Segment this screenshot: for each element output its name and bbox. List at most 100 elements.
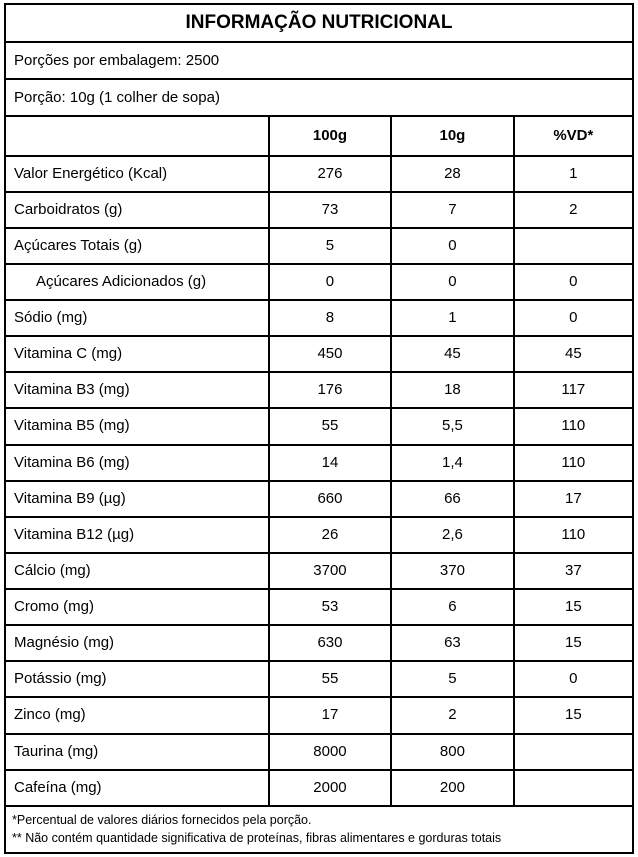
value-100g: 73 (267, 190, 393, 229)
nutrient-label: Vitamina B6 (mg) (4, 443, 270, 482)
nutrient-label: Cafeína (mg) (4, 768, 270, 807)
nutrient-label: Magnésio (mg) (4, 624, 270, 663)
value-100g: 450 (267, 335, 393, 374)
nutrient-label: Açúcares Totais (g) (4, 226, 270, 265)
value-vd: 45 (512, 335, 635, 374)
value-100g: 5 (267, 226, 393, 265)
value-vd: 15 (512, 624, 635, 663)
table-row-cromo: Cromo (mg) 53 6 15 (4, 587, 635, 627)
footnote-percent-daily-values: *Percentual de valores diários fornecido… (12, 812, 312, 827)
value-vd: 110 (512, 443, 635, 482)
value-vd (512, 732, 635, 771)
value-100g: 630 (267, 624, 393, 663)
value-10g: 5 (390, 660, 515, 699)
value-10g: 2 (390, 696, 515, 735)
value-10g: 7 (390, 190, 515, 229)
value-vd: 0 (512, 660, 635, 699)
value-100g: 26 (267, 515, 393, 554)
value-10g: 0 (390, 226, 515, 265)
value-100g: 17 (267, 696, 393, 735)
nutrient-label: Vitamina B3 (mg) (4, 371, 270, 410)
table-row-vitamina-b9: Vitamina B9 (µg) 660 66 17 (4, 479, 635, 518)
value-vd: 1 (512, 154, 635, 193)
table-row-zinco: Zinco (mg) 17 2 15 (4, 696, 635, 735)
table-row-cafeina: Cafeína (mg) 2000 200 (4, 768, 635, 807)
value-vd: 0 (512, 298, 635, 338)
nutrient-label: Cromo (mg) (4, 587, 270, 627)
value-10g: 1,4 (390, 443, 515, 482)
table-row-acucares-adicionados: Açúcares Adicionados (g) 0 0 0 (4, 262, 635, 302)
nutrient-label: Açúcares Adicionados (g) (4, 262, 270, 302)
nutrient-label: Potássio (mg) (4, 660, 270, 699)
table-row-acucares-totais: Açúcares Totais (g) 5 0 (4, 226, 635, 265)
table-row-calcio: Cálcio (mg) 3700 370 37 (4, 551, 635, 591)
value-10g: 28 (390, 154, 515, 193)
column-header-10g: 10g (390, 115, 515, 157)
value-vd: 117 (512, 371, 635, 410)
footnotes-row: *Percentual de valores diários fornecido… (4, 804, 634, 855)
value-10g: 45 (390, 335, 515, 374)
value-100g: 276 (267, 154, 393, 193)
value-10g: 800 (390, 732, 515, 771)
table-row-vitamina-c: Vitamina C (mg) 450 45 45 (4, 335, 635, 374)
column-header-vd: %VD* (512, 115, 635, 157)
table-row-sodio: Sódio (mg) 8 1 0 (4, 298, 635, 338)
table-row-vitamina-b6: Vitamina B6 (mg) 14 1,4 110 (4, 443, 635, 482)
value-10g: 63 (390, 624, 515, 663)
value-100g: 0 (267, 262, 393, 302)
table-row-vitamina-b3: Vitamina B3 (mg) 176 18 117 (4, 371, 635, 410)
value-10g: 5,5 (390, 407, 515, 446)
value-100g: 3700 (267, 551, 393, 591)
table-row-magnesio: Magnésio (mg) 630 63 15 (4, 624, 635, 663)
value-10g: 200 (390, 768, 515, 807)
value-vd: 17 (512, 479, 635, 518)
table-row-potassio: Potássio (mg) 55 5 0 (4, 660, 635, 699)
value-vd: 37 (512, 551, 635, 591)
value-100g: 55 (267, 407, 393, 446)
nutrient-label: Valor Energético (Kcal) (4, 154, 270, 193)
nutrient-label: Taurina (mg) (4, 732, 270, 771)
column-header-empty (4, 115, 270, 157)
table-row-energia: Valor Energético (Kcal) 276 28 1 (4, 154, 635, 193)
value-10g: 1 (390, 298, 515, 338)
value-vd (512, 768, 635, 807)
nutrient-label: Vitamina B5 (mg) (4, 407, 270, 446)
value-10g: 370 (390, 551, 515, 591)
value-100g: 8000 (267, 732, 393, 771)
nutrient-label: Vitamina B12 (µg) (4, 515, 270, 554)
title-row: INFORMAÇÃO NUTRICIONAL (4, 2, 634, 44)
table-row-vitamina-b12: Vitamina B12 (µg) 26 2,6 110 (4, 515, 635, 554)
value-100g: 660 (267, 479, 393, 518)
value-vd: 0 (512, 262, 635, 302)
nutrient-label: Carboidratos (g) (4, 190, 270, 229)
portion-row: Porção: 10g (1 colher de sopa) (4, 78, 634, 118)
servings-per-package: Porções por embalagem: 2500 (4, 41, 634, 81)
value-10g: 2,6 (390, 515, 515, 554)
value-100g: 55 (267, 660, 393, 699)
nutrient-label: Vitamina C (mg) (4, 335, 270, 374)
value-vd: 15 (512, 587, 635, 627)
nutrient-label: Sódio (mg) (4, 298, 270, 338)
value-100g: 53 (267, 587, 393, 627)
column-header-100g: 100g (267, 115, 393, 157)
value-100g: 8 (267, 298, 393, 338)
value-vd: 15 (512, 696, 635, 735)
table-row-vitamina-b5: Vitamina B5 (mg) 55 5,5 110 (4, 407, 635, 446)
value-100g: 176 (267, 371, 393, 410)
footnotes-cell: *Percentual de valores diários fornecido… (4, 804, 634, 855)
value-vd (512, 226, 635, 265)
portion-size: Porção: 10g (1 colher de sopa) (4, 78, 634, 118)
table-row-taurina: Taurina (mg) 8000 800 (4, 732, 635, 771)
value-100g: 14 (267, 443, 393, 482)
value-10g: 6 (390, 587, 515, 627)
nutrient-label: Zinco (mg) (4, 696, 270, 735)
value-10g: 0 (390, 262, 515, 302)
value-vd: 2 (512, 190, 635, 229)
value-vd: 110 (512, 407, 635, 446)
nutrition-table: INFORMAÇÃO NUTRICIONAL Porções por embal… (4, 2, 635, 855)
value-10g: 18 (390, 371, 515, 410)
servings-row: Porções por embalagem: 2500 (4, 41, 634, 81)
table-row-carboidratos: Carboidratos (g) 73 7 2 (4, 190, 635, 229)
nutrient-label: Cálcio (mg) (4, 551, 270, 591)
